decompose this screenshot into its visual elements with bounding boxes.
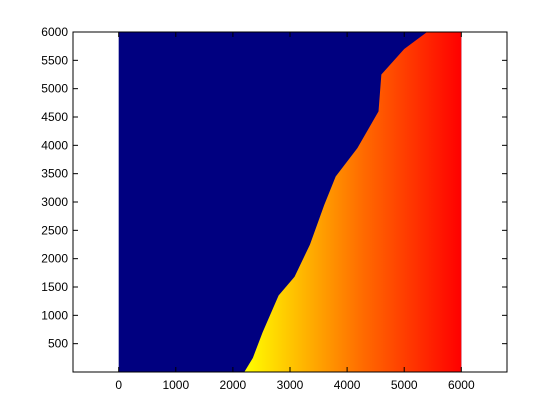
y-tick-label: 1500 [41, 280, 68, 294]
y-tick-label: 6000 [41, 25, 68, 39]
x-axis: 0 1000 2000 3000 4000 5000 6000 [115, 32, 475, 392]
y-tick-label: 3000 [41, 195, 68, 209]
y-tick-label: 500 [48, 337, 68, 351]
x-tick-label: 0 [115, 378, 122, 392]
x-tick-label: 1000 [162, 378, 189, 392]
x-tick-label: 4000 [334, 378, 361, 392]
y-tick-label: 5500 [41, 53, 68, 67]
x-tick-label: 3000 [277, 378, 304, 392]
x-tick-label: 5000 [391, 378, 418, 392]
y-axis: 500 1000 1500 2000 2500 3000 3500 4000 4500 5000 5… [41, 25, 507, 351]
y-tick-label: 4000 [41, 138, 68, 152]
y-tick-label: 5000 [41, 82, 68, 96]
y-tick-label: 4500 [41, 110, 68, 124]
y-tick-label: 1000 [41, 308, 68, 322]
y-tick-label: 3500 [41, 167, 68, 181]
heatmap-image [118, 32, 462, 372]
y-tick-label: 2500 [41, 223, 68, 237]
x-tick-label: 2000 [220, 378, 247, 392]
x-tick-label: 6000 [448, 378, 475, 392]
land-region [244, 32, 462, 372]
y-tick-label: 2000 [41, 252, 68, 266]
